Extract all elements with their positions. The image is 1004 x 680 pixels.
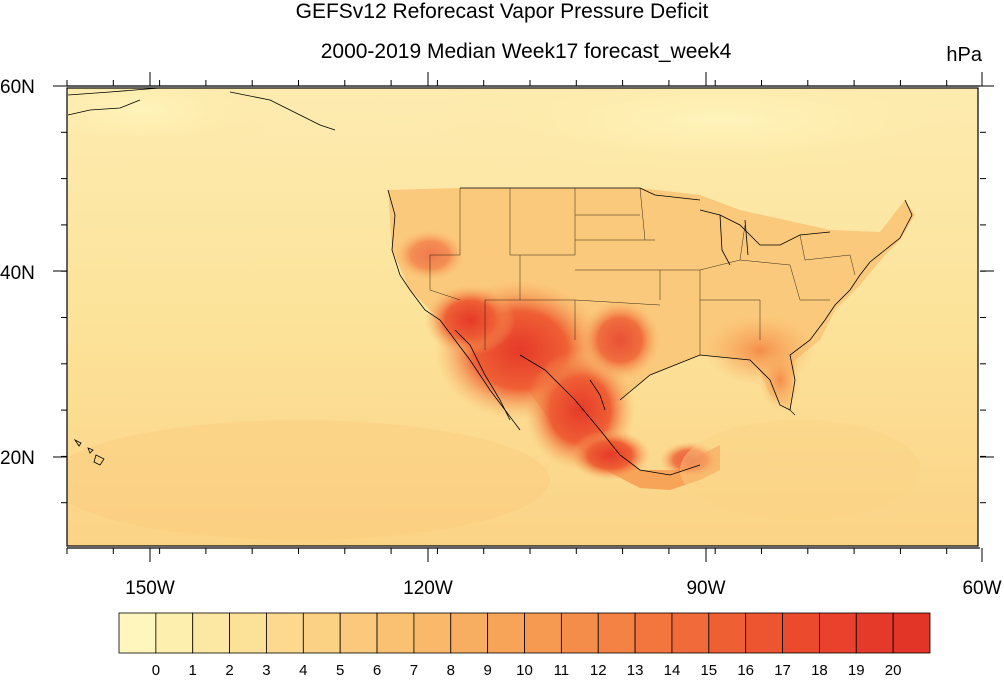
colorbar-swatch [155, 612, 194, 654]
lon-label-150w: 150W [125, 578, 175, 599]
colorbar-label: 1 [189, 662, 197, 679]
colorbar-label: 14 [664, 662, 681, 679]
colorbar-swatch [819, 612, 857, 654]
colorbar-swatch [118, 612, 157, 654]
colorbar-swatch [376, 612, 415, 654]
axis-ticks [53, 72, 994, 562]
colorbar-swatch [487, 612, 525, 654]
colorbar-label: 15 [700, 662, 717, 679]
colorbar-label: 9 [483, 662, 491, 679]
lat-label-20n: 20N [0, 448, 35, 469]
units-label: hPa [946, 44, 982, 66]
colorbar-swatch [524, 612, 562, 654]
longitude-labels: 150W 120W 90W 60W [125, 578, 1001, 599]
colorbar-label: 5 [336, 662, 344, 679]
colorbar-swatch [192, 612, 230, 654]
colorbar-label: 8 [447, 662, 455, 679]
colorbar-swatch [892, 612, 931, 654]
colorbar-label: 12 [590, 662, 607, 679]
colorbar-swatch [413, 612, 452, 654]
lat-label-60n: 60N [0, 77, 35, 98]
state-borders [429, 187, 856, 355]
lon-label-120w: 120W [403, 578, 453, 599]
colorbar-label: 2 [225, 662, 233, 679]
colorbar-swatch [450, 612, 489, 654]
lon-label-60w: 60W [962, 578, 1001, 599]
colorbar-swatch [745, 612, 783, 654]
hawaii-islands [73, 438, 105, 466]
colorbar-label: 3 [262, 662, 270, 679]
map-title: GEFSv12 Reforecast Vapor Pressure Defici… [295, 0, 709, 23]
latitude-labels: 60N 40N 20N [0, 77, 35, 469]
colorbar-label: 11 [554, 662, 570, 679]
colorbar-swatch [597, 612, 636, 654]
colorbar-label: 6 [373, 662, 381, 679]
colorbar-swatch [229, 612, 267, 654]
colorbar-label: 0 [152, 662, 160, 679]
map-subtitle: 2000-2019 Median Week17 forecast_week4 [320, 40, 732, 63]
colorbar-swatch [339, 612, 378, 654]
colorbar-swatch [302, 612, 341, 654]
colorbar-swatch [782, 612, 820, 654]
colorbar-swatch [708, 612, 747, 654]
colorbar-label: 16 [737, 662, 754, 679]
colorbar-label: 10 [516, 662, 533, 679]
colorbar-label: 18 [811, 662, 828, 679]
colorbar-swatch [560, 612, 599, 654]
lon-label-90w: 90W [686, 578, 725, 599]
colorbar-label: 7 [410, 662, 418, 679]
colorbar-label: 17 [774, 662, 791, 679]
colorbar: 0 1 2 3 4 5 6 7 8 9 10 11 12 13 14 15 16 17 18 19 20 [118, 612, 931, 679]
colorbar-label: 13 [627, 662, 644, 679]
caribbean-outline [789, 409, 796, 416]
colorbar-swatch [266, 612, 304, 654]
colorbar-swatch [671, 612, 710, 654]
colorbar-label: 4 [299, 662, 307, 679]
colorbar-label: 19 [848, 662, 865, 679]
colorbar-label: 20 [885, 662, 902, 679]
colorbar-swatch [855, 612, 894, 654]
lat-label-40n: 40N [0, 263, 35, 284]
colorbar-swatch [634, 612, 673, 654]
vpd-field [67, 88, 978, 540]
